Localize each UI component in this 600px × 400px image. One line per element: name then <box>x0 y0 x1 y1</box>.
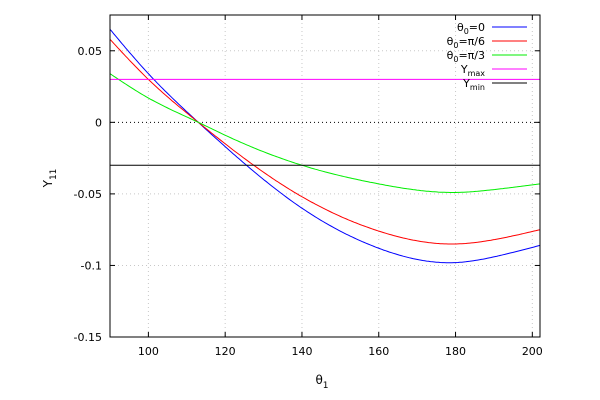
x-tick-label: 100 <box>138 345 159 358</box>
legend-entry-label: θ0=π/6 <box>447 35 485 50</box>
x-tick-label: 200 <box>522 345 543 358</box>
y-tick-label: -0.05 <box>74 188 102 201</box>
y-tick-label: 0 <box>95 116 102 129</box>
legend-entry-label: Ymin <box>462 77 485 92</box>
series-layer <box>109 28 541 264</box>
x-tick-label: 180 <box>445 345 466 358</box>
y-tick-label: -0.1 <box>81 259 102 272</box>
plot-border <box>109 14 541 338</box>
series-line <box>109 28 541 264</box>
series-line <box>109 73 541 193</box>
series-line <box>109 38 541 245</box>
y-tick-label: -0.15 <box>74 331 102 344</box>
x-axis-label: θ1 <box>315 373 328 391</box>
x-tick-label: 140 <box>291 345 312 358</box>
y-tick-label: 0.05 <box>78 45 103 58</box>
y-axis-label: Y11 <box>41 169 59 189</box>
x-tick-label: 120 <box>215 345 236 358</box>
x-tick-label: 160 <box>368 345 389 358</box>
y-ticks: 0.05 0 -0.05 -0.1 -0.15 <box>74 45 540 344</box>
legend-entry-label: θ0=π/3 <box>447 49 485 64</box>
x-ticks: 100 120 140 160 180 200 <box>138 15 543 358</box>
legend-entry-label: Ymax <box>460 63 485 78</box>
grid-lines <box>110 15 540 338</box>
legend-entry-label: θ0=0 <box>457 21 485 36</box>
plot-frame <box>109 14 541 338</box>
